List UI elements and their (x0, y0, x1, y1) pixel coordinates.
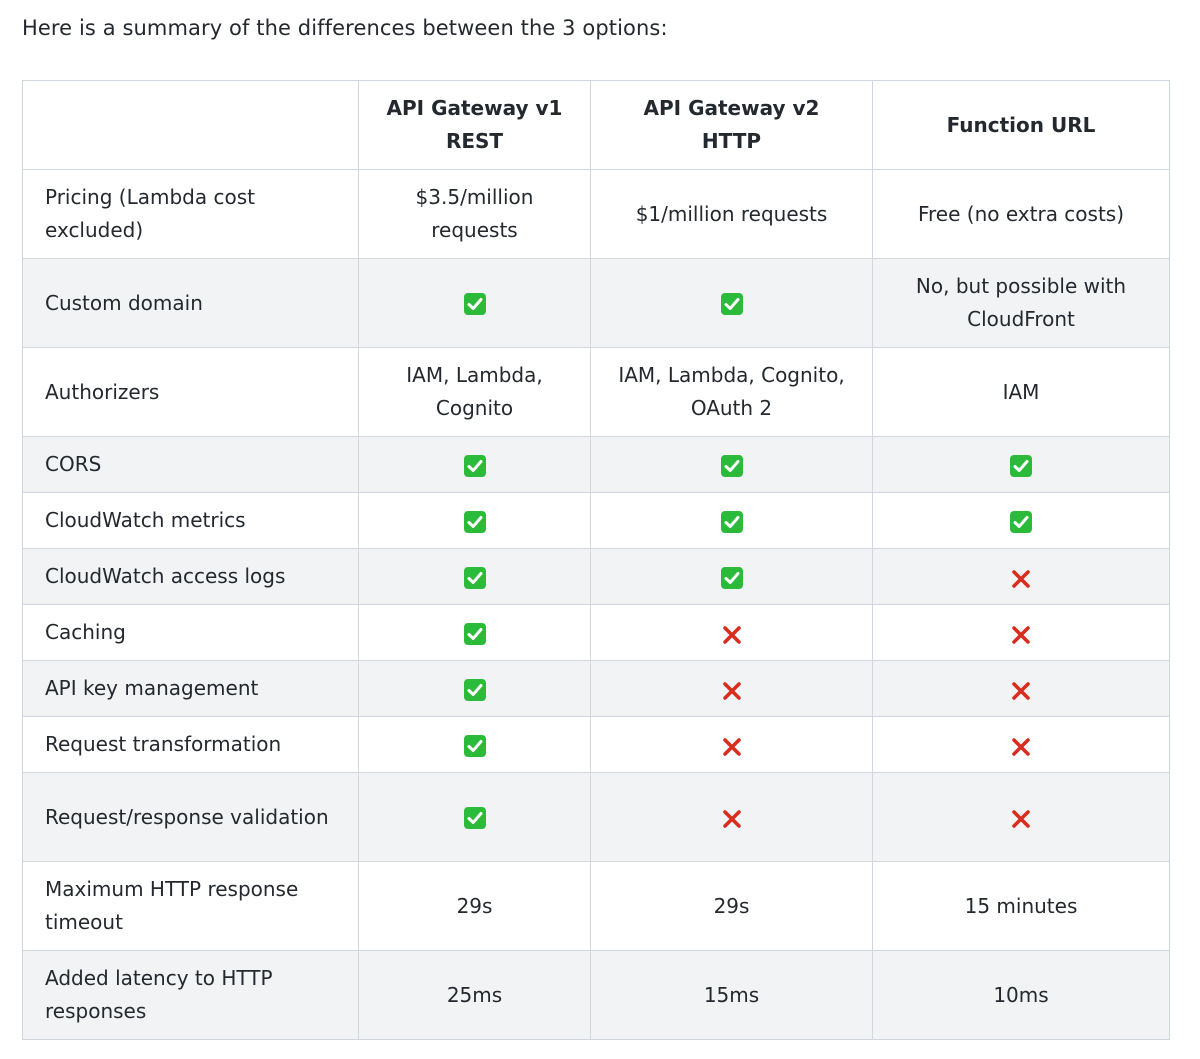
table-row: CloudWatch metrics (22, 492, 1170, 549)
table-row: Authorizers IAM, Lambda, Cognito IAM, Lamb… (22, 347, 1170, 437)
row-label: Pricing (Lambda cost excluded) (22, 169, 359, 259)
table-cell (358, 548, 591, 605)
cross-mark-icon (1010, 735, 1032, 757)
table-cell (590, 492, 873, 549)
table-cell (358, 772, 591, 862)
cross-mark-icon (721, 807, 743, 829)
table-cell: 10ms (872, 950, 1170, 1040)
cross-mark-icon (1010, 567, 1032, 589)
table-cell (872, 660, 1170, 717)
check-mark-icon (1010, 454, 1032, 477)
check-mark-icon (720, 293, 743, 315)
table-cell (872, 492, 1170, 549)
row-label: CloudWatch access logs (22, 548, 359, 605)
check-mark-icon (463, 678, 486, 701)
table-row: Maximum HTTP response timeout 29s 29s 15 mi… (22, 861, 1170, 951)
column-header-feature (22, 80, 359, 170)
row-label: Maximum HTTP response timeout (22, 861, 359, 951)
table-cell (590, 772, 873, 862)
table-cell (872, 436, 1170, 493)
check-mark-icon (463, 566, 486, 589)
row-label: CloudWatch metrics (22, 492, 359, 549)
table-cell (590, 436, 873, 493)
row-label: Request transformation (22, 716, 359, 773)
table-cell: Free (no extra costs) (872, 169, 1170, 259)
row-label: CORS (22, 436, 359, 493)
check-mark-icon (463, 734, 486, 757)
check-mark-icon (463, 454, 486, 477)
table-cell (358, 258, 591, 348)
check-mark-icon (463, 622, 486, 645)
check-mark-icon (720, 510, 743, 533)
table-row: Added latency to HTTP responses 25ms 15ms 1… (22, 950, 1170, 1040)
row-label: Authorizers (22, 347, 359, 437)
table-cell (590, 716, 873, 773)
table-row: Custom domain No, but possible with Cloud… (22, 258, 1170, 348)
table-cell (872, 604, 1170, 661)
column-header-apigw-v1: API Gateway v1 REST (358, 80, 591, 170)
check-mark-icon (720, 566, 743, 589)
table-cell (358, 604, 591, 661)
comparison-table: API Gateway v1 REST API Gateway v2 HTTP … (22, 80, 1170, 1040)
check-mark-icon (463, 510, 486, 533)
check-mark-icon (1010, 510, 1032, 533)
cross-mark-icon (1010, 679, 1032, 701)
table-cell (358, 660, 591, 717)
cross-mark-icon (721, 679, 743, 701)
table-cell: 15 minutes (872, 861, 1170, 951)
table-cell (590, 604, 873, 661)
table-cell: 25ms (358, 950, 591, 1040)
row-label: Custom domain (22, 258, 359, 348)
intro-text: Here is a summary of the differences bet… (22, 16, 668, 40)
row-label: Request/response validation (22, 772, 359, 862)
table-row: Request transformation (22, 716, 1170, 773)
table-cell: No, but possible with CloudFront (872, 258, 1170, 348)
table-cell (590, 548, 873, 605)
row-label: Caching (22, 604, 359, 661)
table-row: API key management (22, 660, 1170, 717)
column-header-function-url: Function URL (872, 80, 1170, 170)
table-row: Pricing (Lambda cost excluded) $3.5/milli… (22, 169, 1170, 259)
check-mark-icon (463, 807, 486, 829)
table-cell (590, 660, 873, 717)
table-cell (358, 436, 591, 493)
table-row: CORS (22, 436, 1170, 493)
table-row: CloudWatch access logs (22, 548, 1170, 605)
table-row: Request/response validation (22, 772, 1170, 862)
table-cell: $3.5/million requests (358, 169, 591, 259)
cross-mark-icon (721, 623, 743, 645)
table-cell: IAM, Lambda, Cognito, OAuth 2 (590, 347, 873, 437)
table-cell: 29s (358, 861, 591, 951)
table-cell (872, 548, 1170, 605)
table-cell (358, 716, 591, 773)
table-cell (590, 258, 873, 348)
table-cell: $1/million requests (590, 169, 873, 259)
table-cell: IAM (872, 347, 1170, 437)
table-header-row: API Gateway v1 REST API Gateway v2 HTTP … (22, 80, 1170, 170)
table-cell: 29s (590, 861, 873, 951)
table-cell (358, 492, 591, 549)
cross-mark-icon (721, 735, 743, 757)
check-mark-icon (720, 454, 743, 477)
row-label: Added latency to HTTP responses (22, 950, 359, 1040)
table-row: Caching (22, 604, 1170, 661)
row-label: API key management (22, 660, 359, 717)
table-cell: IAM, Lambda, Cognito (358, 347, 591, 437)
table-cell: 15ms (590, 950, 873, 1040)
check-mark-icon (463, 293, 486, 315)
cross-mark-icon (1010, 807, 1032, 829)
table-cell (872, 716, 1170, 773)
table-cell (872, 772, 1170, 862)
column-header-apigw-v2: API Gateway v2 HTTP (590, 80, 873, 170)
cross-mark-icon (1010, 623, 1032, 645)
